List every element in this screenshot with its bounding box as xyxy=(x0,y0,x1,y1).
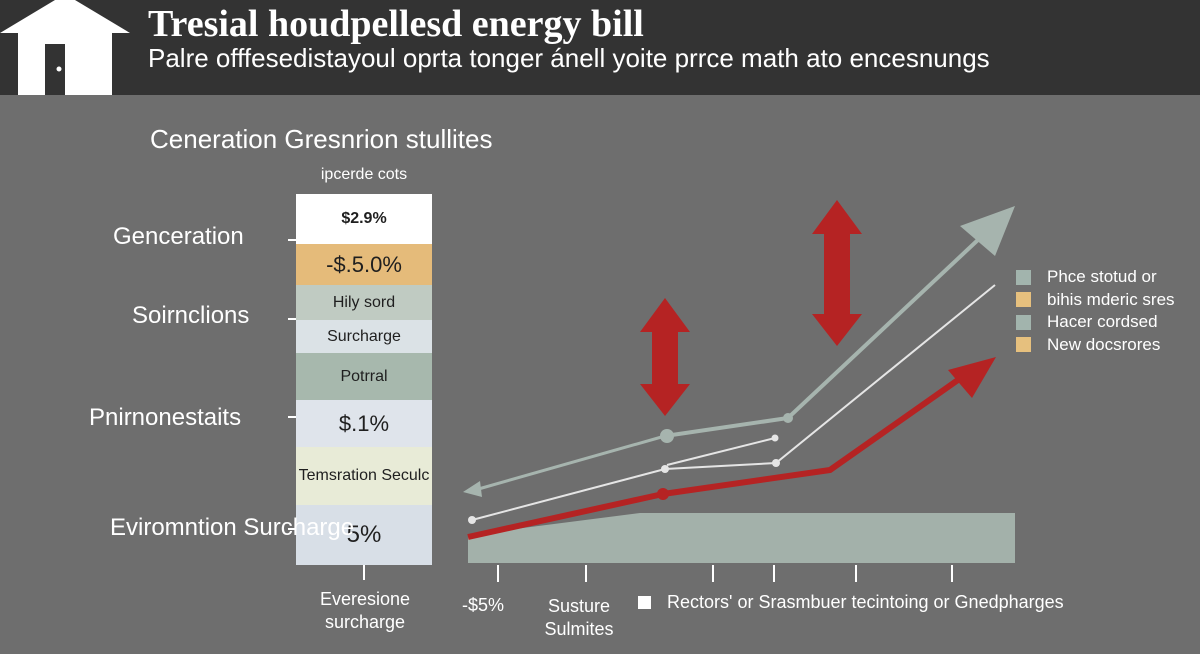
legend-label: Phce stotud or xyxy=(1047,267,1157,287)
page-title: Tresial houdpellesd energy bill xyxy=(148,3,644,45)
data-point xyxy=(783,413,793,423)
legend-swatch xyxy=(1016,269,1031,285)
legend-swatch xyxy=(1016,337,1031,353)
segment-label: 5% xyxy=(346,520,382,548)
category-ticks xyxy=(288,239,365,580)
header-bar: Tresial houdpellesd energy bill Palre of… xyxy=(0,0,1200,95)
bar-segment-7: Temsration Seculc xyxy=(296,447,432,505)
segment-label: $.1% xyxy=(338,410,390,436)
bar-segment-8: 5% xyxy=(296,505,432,565)
data-point xyxy=(657,488,669,500)
legend: Phce stotud or bihis mderic sres Hacer c… xyxy=(1016,266,1175,356)
series-line-sage-back xyxy=(474,434,666,492)
section-title: Ceneration Gresnrion stullites xyxy=(150,124,493,154)
double-arrow-left xyxy=(640,298,690,416)
area-band xyxy=(468,513,1015,563)
segment-label: Potrral xyxy=(340,367,388,385)
bar-segment-1: $2.9% xyxy=(296,194,432,244)
bar-segment-2: -$.5.0% xyxy=(296,244,432,285)
footnote: Rectors' or Srasmbuer tecintoing or Gned… xyxy=(638,592,1064,613)
segment-label: Hily sord xyxy=(332,293,396,311)
data-point xyxy=(772,459,780,467)
bar-xlabel: Everesione surcharge xyxy=(319,589,411,633)
page-subtitle: Palre offfesedistayoul oprta tonger ánel… xyxy=(148,43,990,73)
bar-segment-5: Potrral xyxy=(296,353,432,400)
x-tick-label: -$5% xyxy=(462,595,505,615)
segment-label: -$.5.0% xyxy=(326,251,402,277)
category-label: Soirnclions xyxy=(132,302,250,329)
arrow-head-up xyxy=(960,206,1015,256)
data-point xyxy=(771,434,779,442)
connector-line xyxy=(666,437,776,466)
category-label: Genceration xyxy=(113,223,244,250)
legend-item: Phce stotud or xyxy=(1016,266,1175,289)
square-icon xyxy=(638,596,651,609)
legend-label: Hacer cordsed xyxy=(1047,312,1158,332)
legend-swatch xyxy=(1016,292,1031,308)
double-arrow-right xyxy=(812,200,862,346)
x-axis xyxy=(497,565,953,582)
legend-item: Hacer cordsed xyxy=(1016,311,1175,334)
footnote-text: Rectors' or Srasmbuer tecintoing or Gned… xyxy=(667,592,1064,612)
arrow-head-red xyxy=(948,357,996,398)
bar-segment-3: Hily sord xyxy=(296,285,432,320)
arrow-shaft xyxy=(824,232,850,316)
segment-label: Surcharge xyxy=(327,327,401,345)
arrow-head-bottom xyxy=(812,314,862,346)
series-line-sage xyxy=(664,236,982,438)
legend-label: New docsrores xyxy=(1047,334,1161,354)
arrow-head-bottom xyxy=(640,384,690,416)
arrow-head-top xyxy=(640,298,690,332)
segment-label: Temsration Seculc xyxy=(298,467,430,485)
legend-label: bihis mderic sres xyxy=(1047,289,1175,309)
x-tick-label: Susture Sulmites xyxy=(544,596,614,639)
arrow-head-top xyxy=(812,200,862,234)
segment-label: $2.9% xyxy=(341,210,387,228)
data-point xyxy=(468,516,476,524)
bar-segment-4: Surcharge xyxy=(296,320,432,353)
arrow-head-left xyxy=(463,481,482,497)
legend-swatch xyxy=(1016,314,1031,330)
arrow-shaft xyxy=(652,330,678,388)
data-point xyxy=(661,465,669,473)
house-icon xyxy=(0,0,130,95)
legend-item: New docsrores xyxy=(1016,334,1175,357)
bar-segment-6: $.1% xyxy=(296,400,432,447)
legend-item: bihis mderic sres xyxy=(1016,289,1175,312)
series-line-red xyxy=(467,372,967,540)
stack-header: ipcerde cots xyxy=(320,166,408,183)
series-line-light xyxy=(471,284,996,521)
data-point xyxy=(660,429,674,443)
category-label: Pnirnonestaits xyxy=(89,404,242,431)
